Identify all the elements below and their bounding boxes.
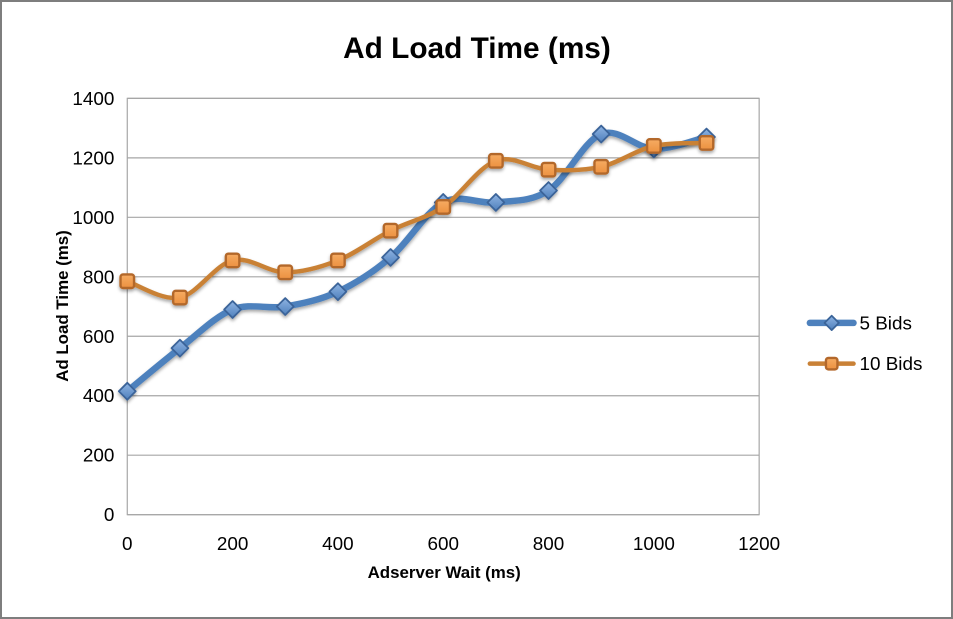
square-marker [593,158,610,175]
diamond-marker [328,282,348,301]
square-marker [824,356,839,371]
legend-label: 5 Bids [860,312,912,333]
square-marker [171,289,188,306]
y-axis-ticks: 0 200 400 600 800 1000 1200 1400 [72,88,114,525]
y-tick-label: 0 [104,504,115,525]
square-marker [698,135,715,151]
square-marker [224,252,241,269]
x-tick-label: 1000 [633,533,675,554]
diamond-marker [591,124,611,144]
square-marker [277,264,294,281]
square-marker [645,138,662,154]
y-tick-label: 600 [83,326,114,347]
y-axis-title: Ad Load Time (ms) [53,230,72,382]
diamond-marker [223,300,242,319]
legend-item: 10 Bids [807,353,923,374]
x-tick-label: 0 [122,533,133,554]
plot-border [126,97,760,516]
diamond-marker [117,381,137,401]
diamond-marker [486,193,506,212]
legend-item: 5 Bids [806,312,912,333]
series-10-bids [119,135,715,306]
square-marker [382,222,399,239]
diamond-marker [823,314,840,331]
diamond-marker [170,338,190,358]
square-marker [540,161,557,178]
x-tick-label: 1200 [738,533,780,554]
series-line [124,129,710,395]
y-tick-label: 1000 [72,207,114,228]
x-tick-label: 200 [217,533,248,554]
x-tick-label: 400 [322,533,353,554]
gridlines [126,97,760,516]
x-axis-ticks: 0 200 400 600 800 1000 1200 [122,533,780,554]
series-5-bids [117,124,716,401]
y-tick-label: 1400 [72,88,114,109]
diamond-marker [539,181,558,200]
square-marker [119,273,136,290]
square-marker [487,152,504,169]
diamond-marker [381,248,400,267]
diamond-marker [275,297,295,316]
x-tick-label: 800 [533,533,564,554]
data-series [117,124,716,401]
y-tick-label: 400 [83,385,114,406]
x-tick-label: 600 [427,533,458,554]
legend: 5 Bids 10 Bids [806,312,923,374]
legend-label: 10 Bids [860,353,923,374]
square-marker [435,198,452,215]
y-tick-label: 1200 [72,147,114,168]
y-tick-label: 800 [83,266,114,287]
chart-title: Ad Load Time (ms) [343,32,611,65]
series-line [125,140,709,301]
square-marker [329,252,346,269]
x-axis-title: Adserver Wait (ms) [368,563,521,582]
y-tick-label: 200 [83,445,114,466]
